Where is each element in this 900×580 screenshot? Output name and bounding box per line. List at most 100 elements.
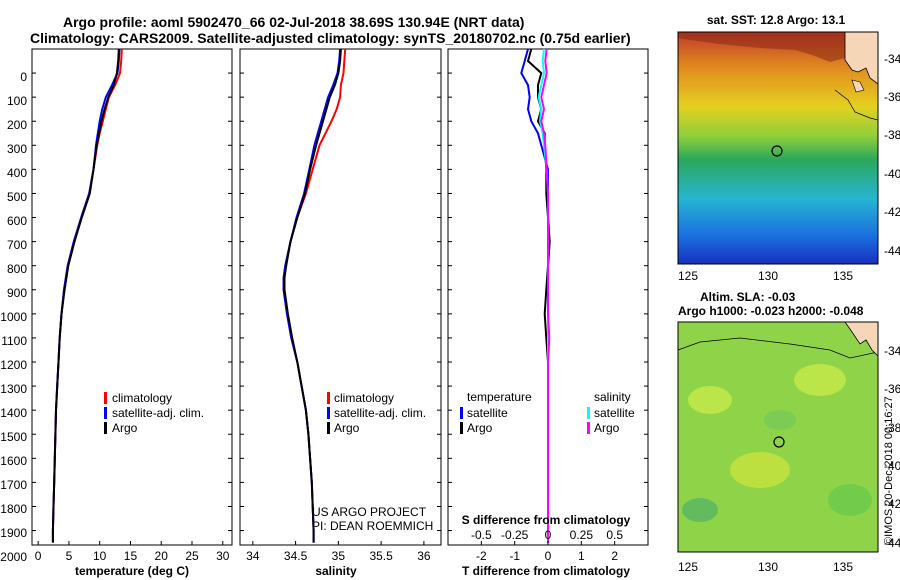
depth-tick: 1900 [0,526,27,540]
x-tick-label: 35.5 [369,549,393,563]
depth-axis: 0 100 200 300 400 500 600 700 800 900 10… [0,70,27,564]
legend-swatch-climatology [327,392,330,404]
sal-diff-x-label: S difference from climatology [462,513,631,527]
depth-tick: 1500 [0,430,27,444]
legend-swatch-temp-satellite [460,407,463,419]
x-tick-label: 2 [611,549,618,563]
depth-tick: 1400 [0,406,27,420]
lat-tick: -36 [884,90,900,104]
salinity-panel: 34 34.5 35 35.5 36 salinity climatology sate… [239,48,442,578]
depth-tick: 0 [20,70,27,84]
sst-lon-ticks: 125 130 135 [678,269,853,283]
lon-tick: 125 [678,560,698,574]
lat-tick: -42 [884,497,900,511]
x-tick-label: 25 [185,549,199,563]
legend-label: satellite-adj. clim. [112,406,204,420]
x-tick-label: 0 [35,549,42,563]
series-line-argo [283,48,342,543]
legend-swatch-climatology [104,392,107,404]
temperature-x-label: temperature (deg C) [75,564,189,578]
legend-label: Argo [334,421,360,435]
depth-tick: 100 [7,94,27,108]
depth-tick: 1100 [1,334,27,348]
lat-tick: -34 [884,52,900,66]
depth-tick: 2000 [0,550,27,564]
legend-swatch-temp-argo [460,422,463,434]
series-line-salinity-argo [540,48,551,543]
lon-tick: 130 [758,269,778,283]
lat-tick: -42 [884,205,900,219]
temperature-panel: 0 5 10 15 20 25 30 temperature (deg C) climato… [31,48,233,578]
depth-tick: 200 [7,118,27,132]
x2-tick-label: 0.5 [606,528,623,542]
lat-tick: -36 [884,382,900,396]
legend-label: climatology [112,391,172,405]
x2-tick-label: -0.25 [501,528,529,542]
x-tick-label: 34 [246,549,260,563]
legend-swatch-sal-argo [587,422,590,434]
title-line-2: Climatology: CARS2009. Satellite-adjuste… [30,30,631,46]
legend-swatch-sal-satellite [587,407,590,419]
legend-label: climatology [334,391,394,405]
lat-tick: -34 [884,344,900,358]
title-line-1: Argo profile: aoml 5902470_66 02-Jul-201… [63,14,524,30]
x-tick-label: 15 [124,549,138,563]
lat-tick: -44 [884,536,900,550]
sla-map-title-1: Altim. SLA: -0.03 [700,290,796,304]
sla-lon-ticks: 125 130 135 [678,560,853,574]
sla-lat-ticks: -34 -36 -38 -40 -42 -44 [884,344,900,550]
x-tick-label: -1 [509,549,520,563]
depth-tick: 500 [7,190,27,204]
difference-legend: temperature satellite Argo salinity sate… [460,390,635,435]
depth-tick: 700 [7,238,27,252]
temperature-legend: climatology satellite-adj. clim. Argo [104,391,204,435]
x-tick-label: 34.5 [284,549,308,563]
x-tick-label: 5 [66,549,73,563]
x-tick-label: 20 [155,549,169,563]
x-tick-label: 35 [332,549,346,563]
legend-swatch-argo [104,422,107,434]
lon-tick: 135 [833,269,853,283]
depth-tick: 600 [7,214,27,228]
series-line-argo [51,48,120,543]
sst-lat-ticks: -34 -36 -38 -40 -42 -44 [884,52,900,258]
sst-map: sat. SST: 12.8 Argo: 13.1 -34 -36 -38 -4… [677,13,900,283]
credit-project: US ARGO PROJECT [312,505,427,519]
x-tick-label: 36 [417,549,431,563]
legend-head-temperature: temperature [467,390,532,404]
legend-swatch-satellite [104,407,107,419]
x2-tick-label: -0.5 [471,528,492,542]
lon-tick: 135 [833,560,853,574]
sst-map-title: sat. SST: 12.8 Argo: 13.1 [707,13,846,27]
lon-tick: 130 [758,560,778,574]
x-tick-label: -2 [476,549,487,563]
lat-tick: -44 [884,244,900,258]
legend-head-salinity: salinity [594,390,631,404]
depth-tick: 900 [7,286,27,300]
temp-diff-x-label: T difference from climatology [462,564,630,578]
depth-tick: 1000 [0,310,27,324]
legend-label: Argo [112,421,138,435]
x-tick-label: 1 [578,549,585,563]
legend-label: satellite-adj. clim. [334,406,426,420]
salinity-x-label: salinity [315,564,357,578]
depth-tick: 300 [7,142,27,156]
x2-tick-label: 0 [545,528,552,542]
lon-tick: 125 [678,269,698,283]
lat-tick: -38 [884,421,900,435]
salinity-legend: climatology satellite-adj. clim. Argo [327,391,426,435]
x2-tick-label: 0.25 [570,528,594,542]
argo-float-marker [773,436,785,448]
x-tick-label: 0 [545,549,552,563]
argo-float-marker [771,145,783,157]
sla-map: Altim. SLA: -0.03 Argo h1000: -0.023 h20… [677,290,900,574]
depth-tick: 800 [7,262,27,276]
sla-map-title-2: Argo h1000: -0.023 h2000: -0.048 [678,304,864,318]
depth-tick: 1600 [0,454,27,468]
depth-tick: 1700 [0,478,27,492]
x-tick-label: 30 [216,549,230,563]
legend-swatch-satellite [327,407,330,419]
depth-tick: 1200 [0,358,27,372]
lat-tick: -40 [884,459,900,473]
